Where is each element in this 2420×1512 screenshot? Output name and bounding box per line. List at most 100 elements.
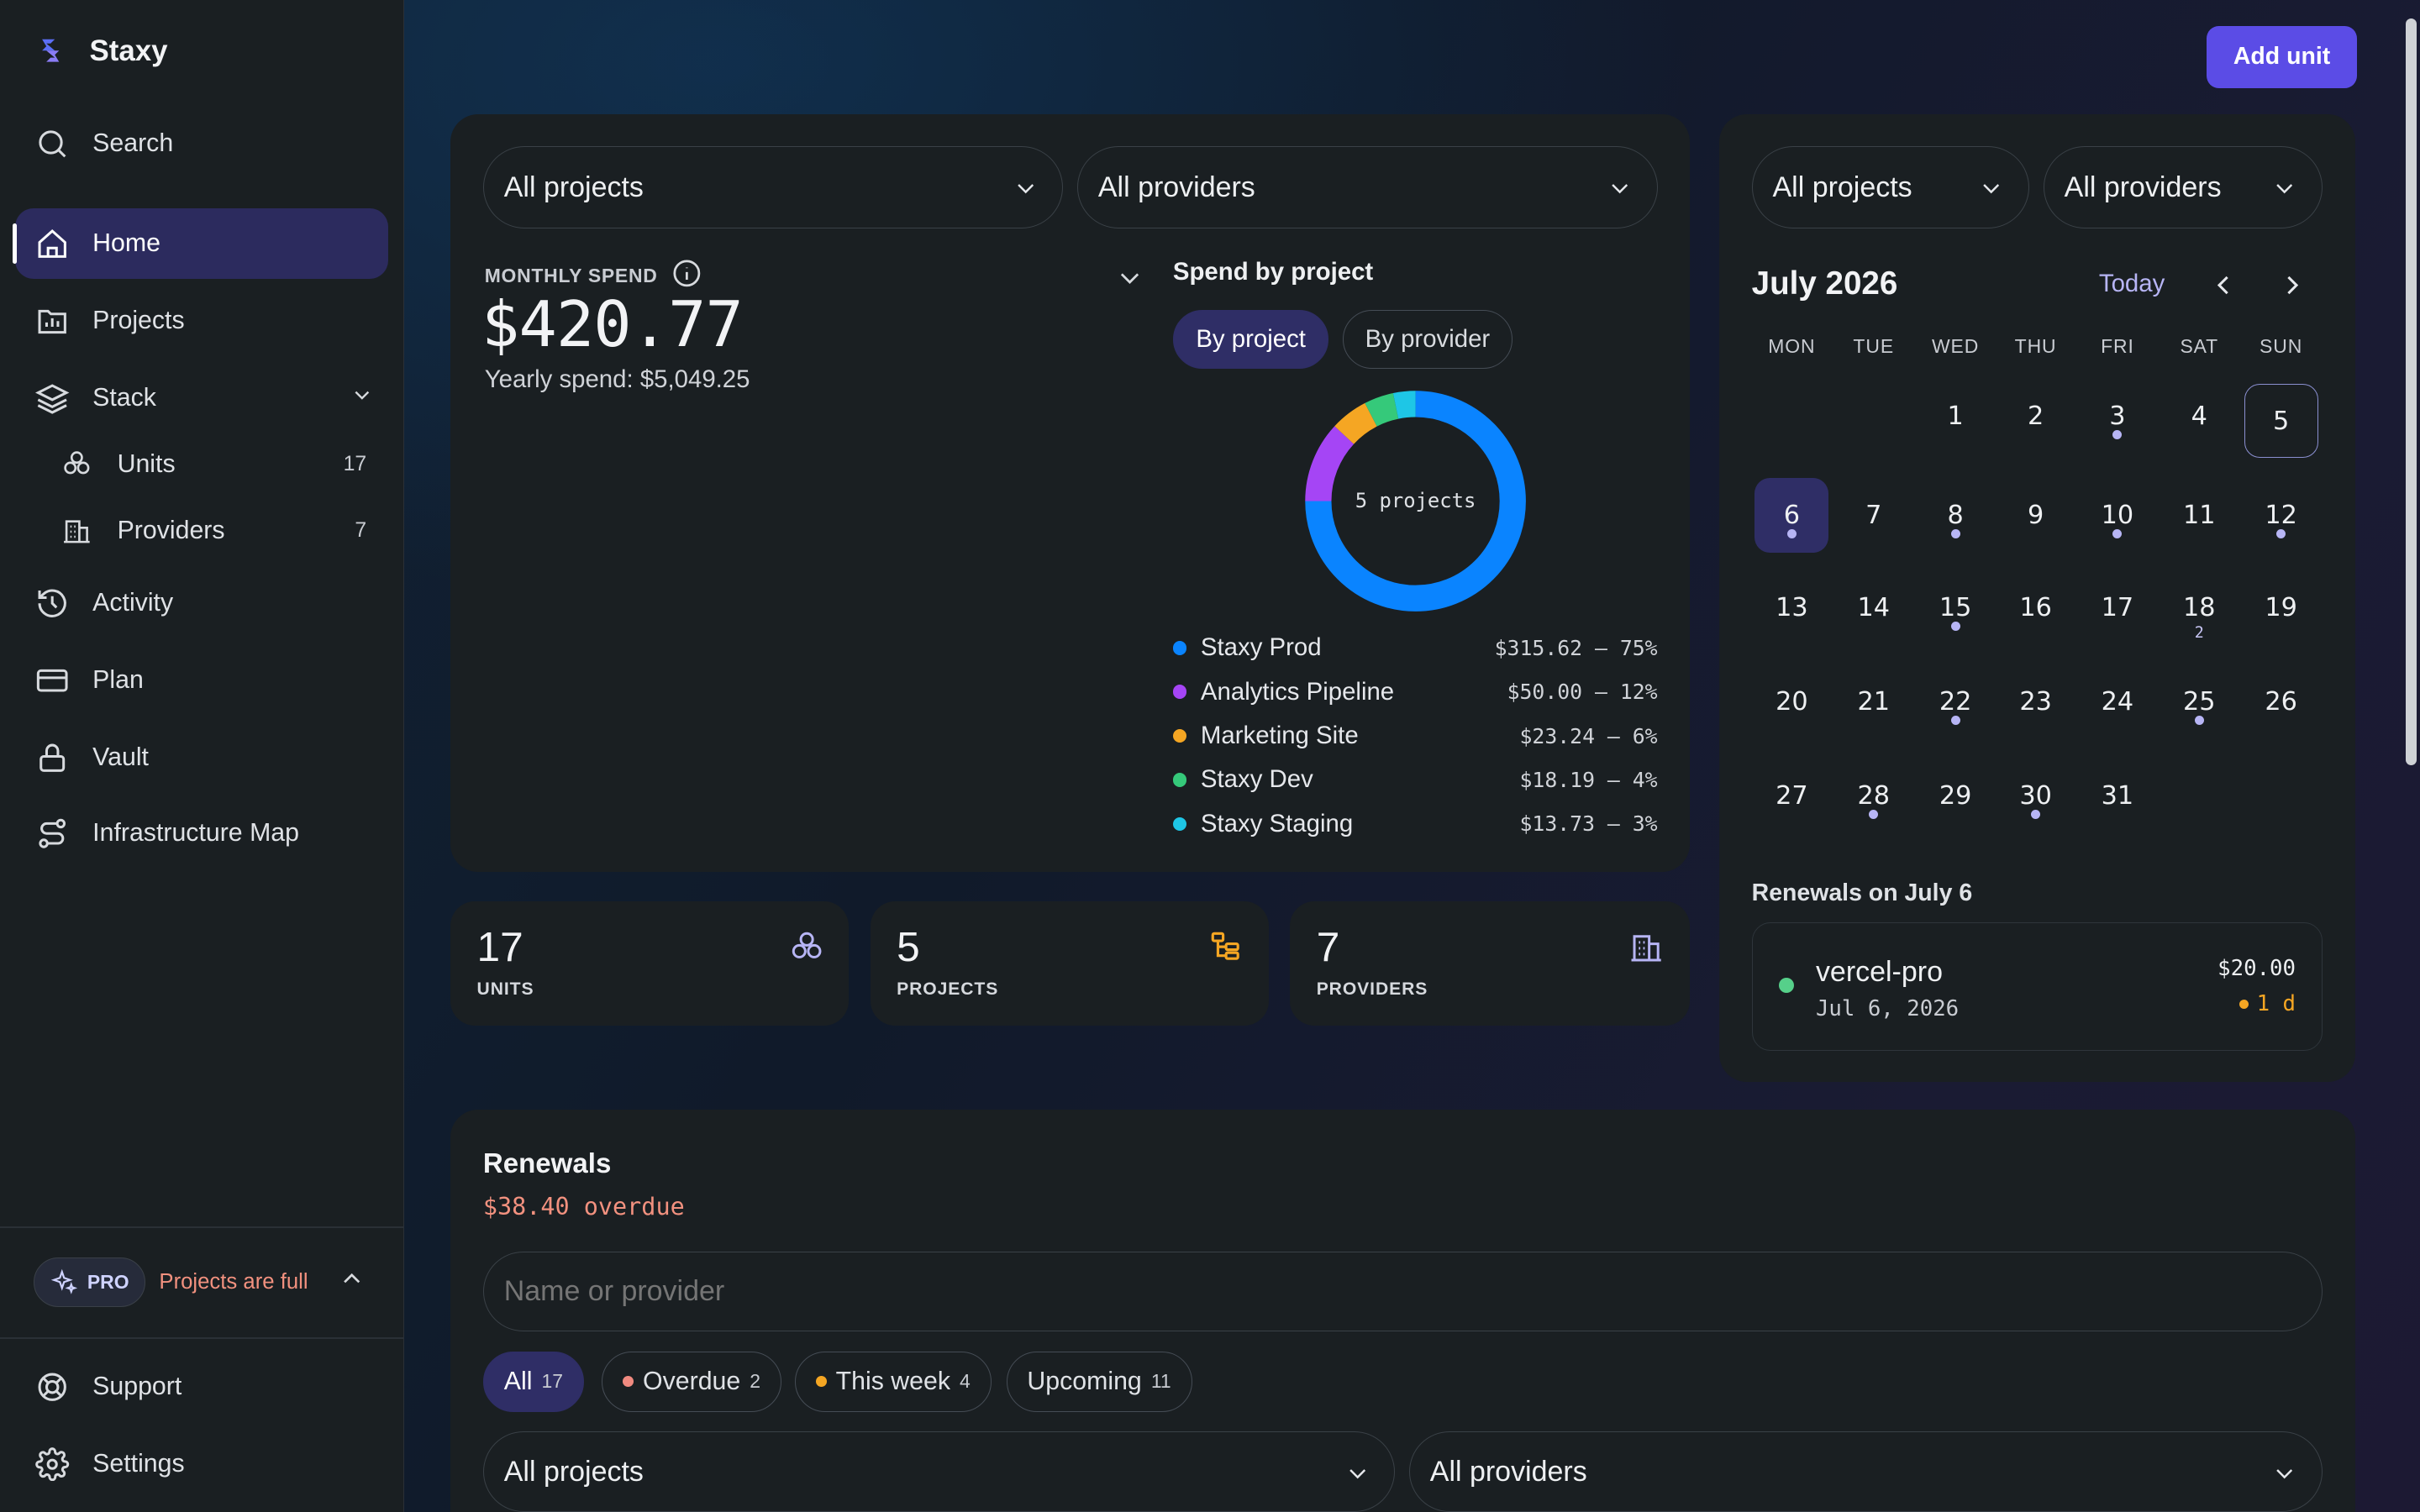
calendar-day[interactable]: 30 xyxy=(1999,759,2073,833)
day-number: 12 xyxy=(2265,500,2297,530)
sidebar-item-label: Stack xyxy=(92,383,156,412)
spend-provider-select[interactable]: All providers xyxy=(1077,146,1658,228)
sidebar-item-plan[interactable]: Plan xyxy=(15,645,387,716)
today-button[interactable]: Today xyxy=(2098,270,2165,298)
filter-upcoming[interactable]: Upcoming 11 xyxy=(1006,1351,1192,1412)
layers-icon xyxy=(34,380,71,417)
sidebar-item-projects[interactable]: Projects xyxy=(15,286,387,356)
legend-item[interactable]: Analytics Pipeline $50.00 — 12% xyxy=(1172,675,1658,709)
sidebar-item-infrastructure-map[interactable]: Infrastructure Map xyxy=(15,798,387,869)
renewals-search-input[interactable] xyxy=(482,1251,2323,1332)
event-dot xyxy=(2194,716,2204,726)
legend-item[interactable]: Staxy Staging $13.73 — 3% xyxy=(1172,807,1658,841)
calendar-day[interactable]: 9 xyxy=(1999,478,2073,552)
calendar-day[interactable]: 10 xyxy=(2081,478,2154,552)
legend-name: Staxy Prod xyxy=(1200,633,1322,662)
filter-this-week[interactable]: This week 4 xyxy=(794,1351,992,1412)
donut-slice[interactable] xyxy=(1304,391,1526,612)
spend-project-select[interactable]: All projects xyxy=(482,146,1064,228)
pro-badge[interactable]: PRO xyxy=(34,1257,145,1307)
calendar-day[interactable]: 25 xyxy=(2162,665,2236,739)
calendar-day[interactable]: 11 xyxy=(2162,478,2236,552)
filter-all[interactable]: All 17 xyxy=(482,1351,584,1412)
monthly-spend-label: MONTHLY SPEND xyxy=(484,264,658,286)
collapse-chevron-icon[interactable] xyxy=(1116,264,1144,298)
sidebar-item-vault[interactable]: Vault xyxy=(15,722,387,793)
calendar-day[interactable]: 16 xyxy=(1999,571,2073,645)
day-number: 2 xyxy=(2027,402,2044,432)
sidebar-item-stack[interactable]: Stack xyxy=(15,363,387,433)
legend-item[interactable]: Staxy Prod $315.62 — 75% xyxy=(1172,631,1658,664)
calendar-project-select[interactable]: All projects xyxy=(1751,146,2030,228)
scrollbar[interactable] xyxy=(2406,18,2417,765)
filter-label: Overdue xyxy=(643,1367,741,1395)
calendar-day[interactable]: 31 xyxy=(2081,759,2154,833)
calendar-day[interactable]: 27 xyxy=(1754,759,1828,833)
renewal-item[interactable]: vercel-pro Jul 6, 2026 $20.00 1 d xyxy=(1751,922,2323,1051)
donut-slice[interactable] xyxy=(1304,426,1355,502)
chevron-right-icon[interactable] xyxy=(2278,271,2306,306)
sidebar-item-home[interactable]: Home xyxy=(12,207,388,280)
donut-slice[interactable] xyxy=(1392,391,1416,419)
donut-slice[interactable] xyxy=(1334,403,1377,445)
calendar-day[interactable]: 2 xyxy=(1999,380,2073,454)
calendar-day[interactable]: 18 2 xyxy=(2162,571,2236,645)
chevron-up-icon[interactable] xyxy=(339,1267,364,1298)
sidebar-item-providers[interactable]: Providers 7 xyxy=(15,496,387,566)
event-dot xyxy=(1786,529,1797,539)
calendar-day[interactable]: 26 xyxy=(2244,665,2318,739)
day-number: 6 xyxy=(1783,500,1801,530)
info-icon[interactable] xyxy=(671,258,702,294)
units-icon xyxy=(789,929,824,971)
sidebar-item-activity[interactable]: Activity xyxy=(15,568,387,638)
day-number: 26 xyxy=(2265,687,2297,717)
calendar-day[interactable]: 3 xyxy=(2081,380,2154,454)
sidebar-search[interactable]: Search xyxy=(15,108,387,179)
calendar-day[interactable]: 14 xyxy=(1837,571,1911,645)
legend-value: $13.73 — 3% xyxy=(1519,811,1658,837)
filter-overdue[interactable]: Overdue 2 xyxy=(602,1351,781,1412)
renewals-provider-select[interactable]: All providers xyxy=(1408,1431,2323,1512)
app-logo[interactable]: Staxy xyxy=(34,34,168,67)
sidebar-item-support[interactable]: Support xyxy=(15,1352,387,1422)
stat-projects[interactable]: 5 PROJECTS xyxy=(870,900,1269,1026)
by-project-toggle[interactable]: By project xyxy=(1172,310,1329,369)
sparkles-icon xyxy=(50,1268,77,1294)
renewals-project-select[interactable]: All projects xyxy=(482,1431,1396,1512)
calendar-day[interactable]: 8 xyxy=(1918,478,1992,552)
add-unit-button[interactable]: Add unit xyxy=(2207,26,2357,88)
chevron-left-icon[interactable] xyxy=(2210,271,2238,306)
event-dot xyxy=(1869,810,1879,820)
calendar-day[interactable]: 7 xyxy=(1837,478,1911,552)
stat-units[interactable]: 17 UNITS xyxy=(450,900,850,1026)
stat-providers[interactable]: 7 PROVIDERS xyxy=(1290,900,1691,1026)
legend-item[interactable]: Staxy Dev $18.19 — 4% xyxy=(1172,763,1658,796)
calendar-day[interactable]: 15 xyxy=(1918,571,1992,645)
by-provider-toggle[interactable]: By provider xyxy=(1342,310,1512,369)
search-icon xyxy=(34,125,71,162)
calendar-day[interactable]: 29 xyxy=(1918,759,1992,833)
donut-center-label: 5 projects xyxy=(1355,489,1476,512)
calendar-day[interactable]: 12 xyxy=(2244,478,2318,552)
donut-slice[interactable] xyxy=(1364,393,1399,428)
calendar-day[interactable]: 24 xyxy=(2081,665,2154,739)
sidebar-item-settings[interactable]: Settings xyxy=(15,1429,387,1499)
chevron-down-icon[interactable] xyxy=(351,384,373,412)
calendar-day[interactable]: 22 xyxy=(1918,665,1992,739)
calendar-day[interactable]: 28 xyxy=(1837,759,1911,833)
calendar-day[interactable]: 23 xyxy=(1999,665,2073,739)
sidebar-item-units[interactable]: Units 17 xyxy=(15,429,387,500)
calendar-day[interactable]: 1 xyxy=(1918,380,1992,454)
calendar-day[interactable]: 5 xyxy=(2244,384,2318,459)
calendar-day[interactable]: 4 xyxy=(2162,380,2236,454)
legend-item[interactable]: Marketing Site $23.24 — 6% xyxy=(1172,719,1658,753)
calendar-provider-select[interactable]: All providers xyxy=(2043,146,2323,228)
calendar-day[interactable]: 19 xyxy=(2244,571,2318,645)
calendar-day[interactable]: 20 xyxy=(1754,665,1828,739)
calendar-day[interactable]: 6 xyxy=(1754,478,1829,553)
calendar-day[interactable]: 17 xyxy=(2081,571,2154,645)
calendar-day[interactable]: 13 xyxy=(1754,571,1828,645)
projects-icon xyxy=(1208,929,1244,971)
day-number: 22 xyxy=(1939,687,1972,717)
calendar-day[interactable]: 21 xyxy=(1837,665,1911,739)
